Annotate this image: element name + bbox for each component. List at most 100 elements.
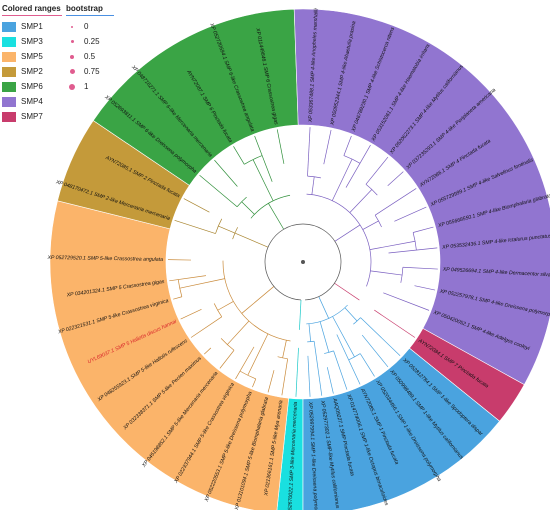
clade-stem [318,296,330,319]
leaf-branch [307,355,311,397]
leaf-branch [295,347,299,397]
clade-branch [306,304,348,325]
leaf-branch [387,171,404,186]
leaf-branch [413,226,434,233]
legend-bootstrap-label: 1 [84,82,89,91]
clade-stem [299,299,302,330]
leaf-branch [219,350,235,369]
legend-swatch [2,51,16,62]
legend-bootstrap-label: 0.5 [84,52,96,61]
leaf-branch [281,358,289,396]
internal-branch [213,303,223,317]
bootstrap-dot-icon [69,69,75,74]
leaf-branch [276,129,285,164]
internal-branch [282,340,287,358]
clade-branch [222,260,291,342]
legend-swatch [2,66,16,77]
leaf-branch [174,219,216,234]
legend-range-smp1: SMP1 [2,19,62,34]
internal-branch [369,240,416,250]
internal-branch [307,175,321,179]
legend-swatch [2,81,16,92]
internal-branch [217,301,234,311]
leaf-branch [361,334,389,368]
internal-branch [236,196,247,207]
internal-branch [177,279,183,297]
leaf-branch [374,188,417,216]
internal-branch [370,270,403,276]
clade-stem [241,286,275,314]
internal-branch [220,338,235,351]
leaf-branch [360,317,401,357]
internal-branch [308,323,312,342]
internal-branch [241,201,255,215]
leaf-branch [173,296,182,300]
leaf-branch [169,275,207,282]
legend-range-label: SMP2 [21,67,43,76]
bootstrap-legend: bootstrap 0 0.25 0.5 0.75 1 [66,4,114,94]
legend-range-label: SMP1 [21,22,43,31]
leaf-branch [394,206,427,222]
leaf-branch [235,346,255,380]
leaf-branch [267,370,275,393]
leaf-branch [313,341,323,396]
leaf-branch [333,350,348,390]
leaf-branch [402,266,438,270]
leaf-branch [252,378,257,388]
leaf-branch [365,156,389,185]
legend-range-smp6: SMP6 [2,79,62,94]
leaf-label: XP 052729520.1 SMP 5-like Crassostrea an… [46,255,163,263]
legend-range-smp3: SMP3 [2,34,62,49]
bootstrap-dot-icon [70,54,74,59]
leaf-branch [359,353,375,377]
internal-branch [349,189,373,213]
internal-branch [227,320,250,345]
leaf-branch [183,198,210,213]
leaf-branch [336,334,361,385]
leaf-branch [326,367,334,394]
leaf-branch [233,146,245,165]
internal-branch [311,176,315,195]
clade-stem [334,282,360,301]
internal-branch [374,214,382,228]
legend-range-label: SMP3 [21,37,43,46]
legend-swatch [2,96,16,107]
clade-stem [268,203,285,230]
legend-bootstrap-label: 0 [84,22,89,31]
internal-branch [252,159,274,202]
leaf-branch [343,135,352,156]
legend-bootstrap-label: 0.75 [84,67,100,76]
internal-branch [319,321,330,353]
internal-branch [362,220,379,230]
internal-branch [332,316,355,358]
leaf-branch [204,347,212,355]
leaf-branch [307,127,311,177]
legend-range-smp4: SMP4 [2,94,62,109]
legend-bootstrap-row: 0.25 [66,34,114,49]
legend-range-label: SMP4 [21,97,43,106]
colored-ranges-legend: Colored ranges SMP1 SMP3 SMP5 SMP2 SMP6 SMP4 S… [2,4,62,124]
legend-bootstrap-row: 0 [66,19,114,34]
leaf-branch [388,247,438,254]
legend-range-smp7: SMP7 [2,109,62,124]
leaf-branch [254,135,273,182]
legend-range-label: SMP6 [21,82,43,91]
leaf-branch [180,309,202,320]
leaf-branch [199,174,238,207]
bootstrap-dot-icon [71,25,73,28]
bootstrap-dot-icon [69,83,75,90]
internal-branch [400,267,404,283]
internal-branch [179,278,225,289]
leaf-branch [414,285,436,291]
internal-branch [247,333,269,376]
leaf-branch [323,129,332,165]
leaf-branch [374,309,416,338]
root-node [301,260,305,264]
clade-stem [334,224,361,242]
internal-branch [353,317,361,325]
legend-range-label: SMP5 [21,52,43,61]
internal-branch [331,158,353,201]
legend-swatch [2,111,16,122]
legend-range-smp5: SMP5 [2,49,62,64]
internal-branch [344,307,358,322]
